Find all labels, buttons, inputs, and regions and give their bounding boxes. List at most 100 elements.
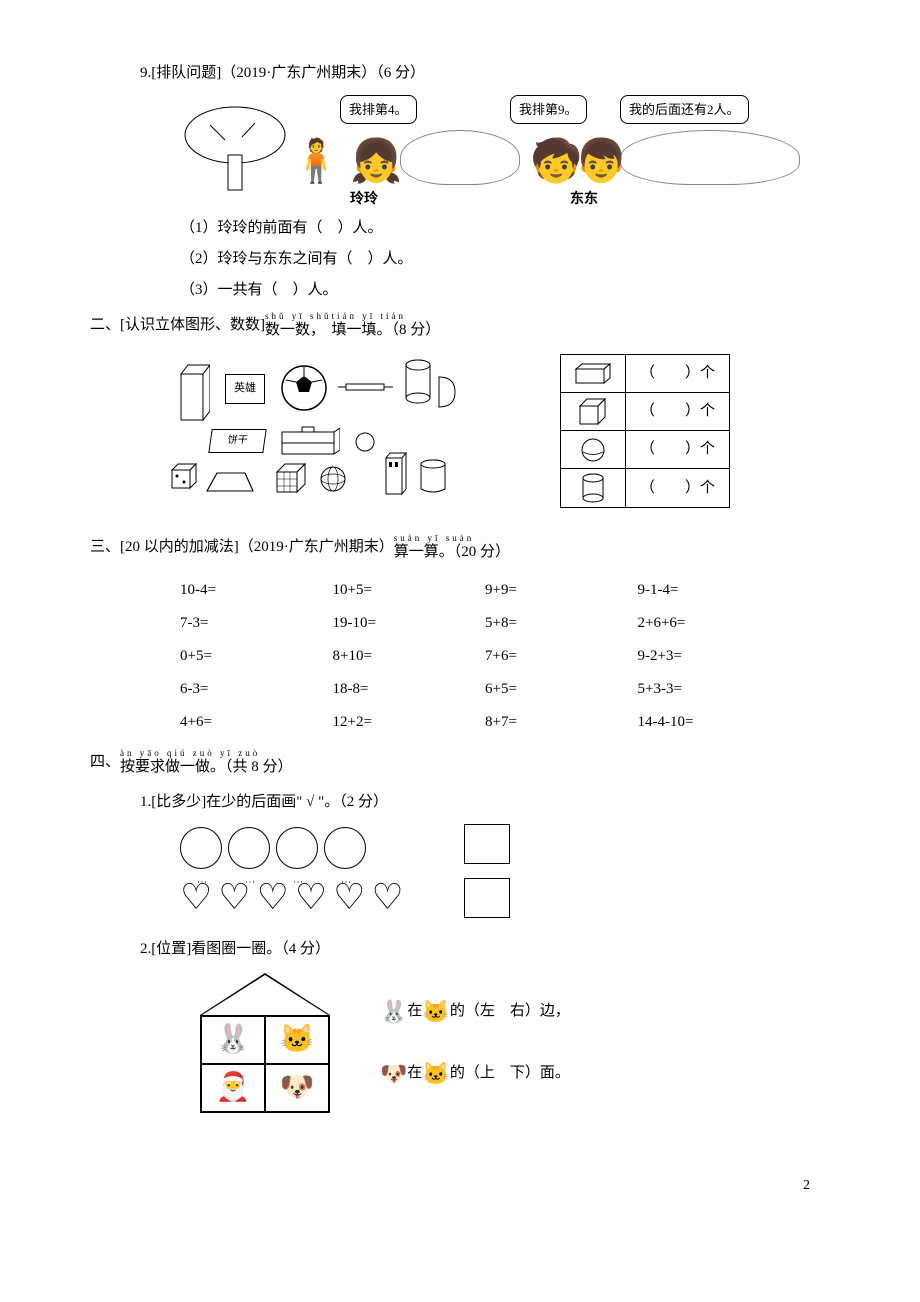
word-shu: 数一数， [265,322,325,338]
kid-1-icon: 🧍 [290,125,342,201]
paren-close: ）个 [685,441,715,457]
circle-icon: ⋮ [324,827,366,869]
table-row: （ ）个 [561,431,730,469]
shapes-bin: 英雄 饼干 [180,354,500,514]
check-box-bottom[interactable] [464,878,510,918]
heart-icon: ♡ [371,879,403,915]
can-icon [420,459,446,494]
building-icon [385,452,407,496]
calc-cell: 14-4-10= [638,706,791,739]
calc-row: 7-3=19-10=5+8=2+6+6= [180,607,790,640]
position-line-2: 🐶在🐱的（上 下）面。 [380,1043,570,1105]
q9-sub3: （3）一共有（ ）人。 [180,277,870,304]
dog-icon: 🐶 [380,1061,407,1086]
circle-icon: ⋮ [276,827,318,869]
calc-cell: 10-4= [180,574,333,607]
calc-cell: 9+9= [485,574,638,607]
dice-icon [170,462,198,490]
check-boxes [464,824,510,918]
speech-bubble-3: 我的后面还有2人。 [620,95,749,124]
tall-cuboid-icon [180,364,210,422]
small-sphere-icon [355,432,375,452]
text-updown: 的（上 下）面。 [450,1065,570,1081]
calc-cell: 8+7= [485,706,638,739]
house-icon: 🐰 🐱 🎅 🐶 [200,973,330,1113]
queue-illustration: 我排第4。 我排第9。 我的后面还有2人。 🧍 👧 🧒 👦 玲玲 东东 [180,95,830,205]
word-suan: 算一算。（20 分） [394,544,510,560]
section4-prefix: 四、 [90,754,120,770]
name-lingling: 玲玲 [350,187,378,212]
speech-bubble-1: 我排第4。 [340,95,417,124]
calc-cell: 19-10= [333,607,486,640]
calc-cell: 8+10= [333,640,486,673]
section4-title: 四、àn yāo qiú zuò yī zuò按要求做一做。（共 8 分） [90,749,870,781]
circle-icon: ⋮ [180,827,222,869]
text-zai: 在 [407,1065,422,1081]
calc-row: 10-4=10+5=9+9=9-1-4= [180,574,790,607]
word-tian: 填一填。（8 分） [332,322,441,338]
page-number: 2 [50,1173,810,1198]
circle-row: ⋮⋮⋮⋮ [180,827,404,869]
section2-prefix: 二、[认识立体图形、数数] [90,317,265,333]
calc-cell: 6-3= [180,673,333,706]
calc-cell: 6+5= [485,673,638,706]
cylinder-icon [561,469,626,508]
house-cell-rabbit: 🐰 [201,1016,265,1064]
paren-close: ）个 [685,365,715,381]
calc-cell: 7+6= [485,640,638,673]
calc-cell: 7-3= [180,607,333,640]
q9-sub1: （1）玲玲的前面有（ ）人。 [180,215,870,242]
house-cell-santa: 🎅 [201,1064,265,1112]
paren-open: （ [640,441,655,457]
cat-icon: 🐱 [422,999,449,1024]
grid-cube-icon [275,462,307,494]
q4-1-title: 1.[比多少]在少的后面画" √ "。（2 分） [140,789,870,816]
suitcase-icon [280,426,340,458]
blank-cell[interactable]: （ ）个 [626,355,730,393]
house-questions: 🐰在🐱的（左 右）边， 🐶在🐱的（上 下）面。 [380,981,570,1104]
cylinder-1-icon [405,359,431,404]
section3-prefix: 三、[20 以内的加减法]（2019·广东广州期末） [90,539,394,555]
check-box-top[interactable] [464,824,510,864]
blank-cell[interactable]: （ ）个 [626,469,730,508]
calc-grid: 10-4=10+5=9+9=9-1-4=7-3=19-10=5+8=2+6+6=… [180,574,790,739]
prism-icon [205,469,255,494]
position-line-1: 🐰在🐱的（左 右）边， [380,981,570,1043]
paren-open: （ [640,365,655,381]
cat-icon: 🐱 [422,1061,449,1086]
cloud-1-icon [400,130,520,185]
name-dongdong: 东东 [570,187,598,212]
hero-box-icon: 英雄 [225,374,265,404]
text-leftright: 的（左 右）边， [450,1004,570,1020]
calc-cell: 9-2+3= [638,640,791,673]
house-grid: 🐰 🐱 🎅 🐶 [200,1015,330,1113]
pinyin-suan: suàn yī suàn [394,534,510,543]
calc-row: 4+6=12+2=8+7=14-4-10= [180,706,790,739]
shape-count-table: （ ）个 （ ）个 （ ）个 （ ）个 [560,354,730,508]
blank-cell[interactable]: （ ）个 [626,431,730,469]
house-row: 🐰 🐱 🎅 🐶 🐰在🐱的（左 右）边， 🐶在🐱的（上 下）面。 [200,973,870,1113]
text-zai: 在 [407,1004,422,1020]
cloud-2-icon [620,130,800,185]
tree-icon [180,105,290,195]
rolling-pin-icon [338,382,393,392]
compare-row: ⋮⋮⋮⋮ ♡♡♡♡♡♡ [180,824,870,918]
calc-cell: 18-8= [333,673,486,706]
speech-bubble-2: 我排第9。 [510,95,587,124]
word-an: 按要求做一做。（共 8 分） [120,759,293,775]
calc-cell: 4+6= [180,706,333,739]
paren-close: ）个 [685,480,715,496]
blank-cell[interactable]: （ ）个 [626,393,730,431]
calc-row: 6-3=18-8=6+5=5+3-3= [180,673,790,706]
calc-cell: 2+6+6= [638,607,791,640]
calc-cell: 10+5= [333,574,486,607]
circle-icon: ⋮ [228,827,270,869]
q4-2-title: 2.[位置]看图圈一圈。（4 分） [140,936,870,963]
section3-title: 三、[20 以内的加减法]（2019·广东广州期末）suàn yī suàn算一… [90,534,870,566]
calc-cell: 12+2= [333,706,486,739]
rabbit-icon: 🐰 [380,999,407,1024]
q9-title: 9.[排队问题]（2019·广东广州期末）（6 分） [140,60,870,87]
pinyin-shu: shǔ yī shǔ [265,312,332,321]
cuboid-icon [561,355,626,393]
calc-cell: 9-1-4= [638,574,791,607]
